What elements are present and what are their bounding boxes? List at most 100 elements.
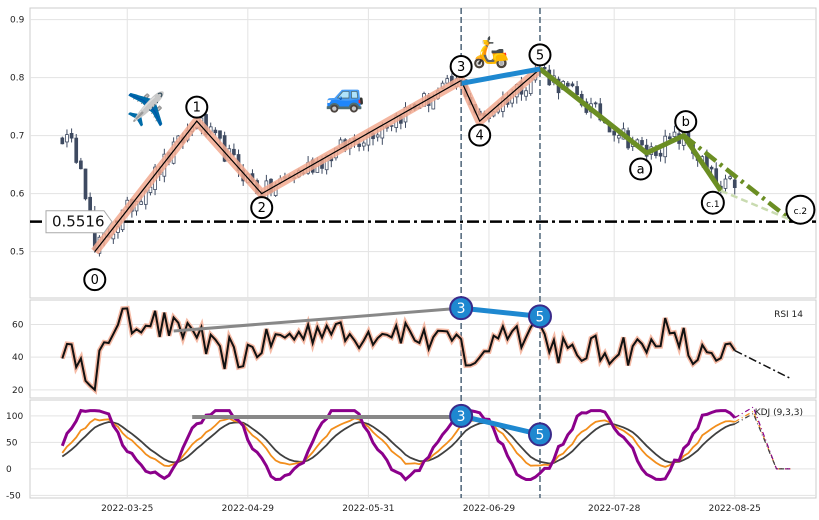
candle xyxy=(524,87,528,101)
correction-wave-line xyxy=(538,66,723,193)
candle xyxy=(667,132,672,140)
candle-body xyxy=(524,90,528,97)
scooter-emoji: 🛵 xyxy=(472,35,509,70)
candle xyxy=(74,134,79,164)
projection-line xyxy=(682,133,792,222)
candle-body xyxy=(640,140,644,146)
impulse-wave-line xyxy=(94,68,541,252)
candle xyxy=(65,129,69,148)
wave-label-b: b xyxy=(674,110,698,134)
wave-label-text: 3 xyxy=(457,60,465,75)
candle-body xyxy=(667,136,672,140)
rsi-badge-5: 5 xyxy=(527,304,552,329)
candle-body xyxy=(728,176,732,179)
x-tick-label: 2022-06-29 xyxy=(463,504,516,514)
kdj-tick-label: 50 xyxy=(6,438,18,448)
rsi-tick-label: 20 xyxy=(12,386,24,396)
wave-label-circle xyxy=(528,43,552,67)
badge-text: 5 xyxy=(536,427,545,443)
wave-label-0: 0 xyxy=(83,268,107,292)
wave-label-c.1: c.1 xyxy=(700,190,725,215)
candle xyxy=(570,81,575,88)
kdj-tick-label: 0 xyxy=(6,465,12,475)
kdj-badge-5: 5 xyxy=(527,422,552,447)
candle xyxy=(69,128,74,143)
wave-label-circle xyxy=(674,110,698,134)
kdj-panel-label: KDJ (9,3,3) xyxy=(755,408,803,418)
candle-body xyxy=(565,82,570,87)
wave-label-text: a xyxy=(637,163,645,178)
wave-label-a: a xyxy=(629,157,653,181)
candle xyxy=(640,136,644,147)
candle-body xyxy=(139,201,143,205)
candle-body xyxy=(575,86,579,96)
wave-label-text: 4 xyxy=(476,129,484,144)
x-tick-label: 2022-04-29 xyxy=(222,504,275,514)
wave-label-circle xyxy=(700,190,725,215)
candle-body xyxy=(658,152,663,157)
x-tick-label: 2022-07-28 xyxy=(588,504,641,514)
candle-body xyxy=(723,178,728,189)
wave-label-3: 3 xyxy=(449,55,473,78)
candle-body xyxy=(570,83,575,87)
rsi-tick-label: 60 xyxy=(12,321,24,331)
car-emoji: 🚙 xyxy=(325,76,365,114)
price-tick-label: 0.5 xyxy=(10,248,24,258)
projection-line-light xyxy=(720,189,791,221)
badge-circle xyxy=(449,403,474,428)
price-tick-label: 0.9 xyxy=(10,16,25,26)
candle xyxy=(732,175,737,195)
candle-body xyxy=(542,67,547,70)
price-tick-label: 0.7 xyxy=(10,132,24,142)
candle xyxy=(79,157,83,170)
wave-label-text: 5 xyxy=(536,48,544,63)
wave-label-circle xyxy=(83,268,107,292)
wave-label-circle xyxy=(250,196,274,220)
rsi-trend-line xyxy=(173,306,462,333)
candle xyxy=(672,125,677,138)
candle-body xyxy=(361,142,366,147)
badge-circle xyxy=(449,296,474,321)
candle-body xyxy=(69,133,74,139)
wave-label-circle xyxy=(629,157,653,181)
kdj-tick-label: 100 xyxy=(6,412,23,422)
kdj-tick-label: -50 xyxy=(6,491,21,501)
kdj-badge-3: 3 xyxy=(449,403,474,428)
wave-label-text: c.1 xyxy=(706,200,720,210)
x-tick-label: 2022-05-31 xyxy=(342,504,394,514)
candle-body xyxy=(218,130,222,139)
candle-body xyxy=(593,102,598,105)
candle-body xyxy=(232,148,236,156)
callout-text: 0.5516 xyxy=(52,213,105,231)
candle-body xyxy=(709,166,714,170)
wave-label-1: 1 xyxy=(185,95,209,119)
kdj-j-line xyxy=(60,408,736,482)
rsi-panel-frame xyxy=(29,299,817,399)
rsi-line xyxy=(61,307,736,392)
rsi-tick-label: 40 xyxy=(12,353,24,363)
reference-price-callout: 0.5516 xyxy=(45,210,113,234)
wave-label-text: 0 xyxy=(91,273,99,288)
wave-label-c.2: c.2 xyxy=(785,194,816,225)
x-tick-label: 2022-03-25 xyxy=(101,504,153,514)
candle-body xyxy=(375,134,380,138)
candle xyxy=(723,174,728,193)
candle xyxy=(445,74,450,84)
badge-text: 3 xyxy=(457,409,466,425)
candle xyxy=(232,143,236,158)
wave-label-text: 2 xyxy=(258,201,266,216)
airplane-emoji: ✈️ xyxy=(126,90,166,128)
wave-label-circle xyxy=(468,123,492,147)
candle-body xyxy=(445,78,450,84)
candle-body xyxy=(74,137,79,163)
candle-body xyxy=(612,130,617,136)
price-tick-label: 0.6 xyxy=(10,190,25,200)
rsi-badge-3: 3 xyxy=(449,296,474,321)
wave-label-circle xyxy=(185,95,209,119)
candle xyxy=(213,127,218,136)
kdj-projection xyxy=(734,412,791,470)
wave-label-circle xyxy=(785,194,816,225)
price-panel-frame xyxy=(29,7,817,299)
badge-circle xyxy=(527,304,552,329)
